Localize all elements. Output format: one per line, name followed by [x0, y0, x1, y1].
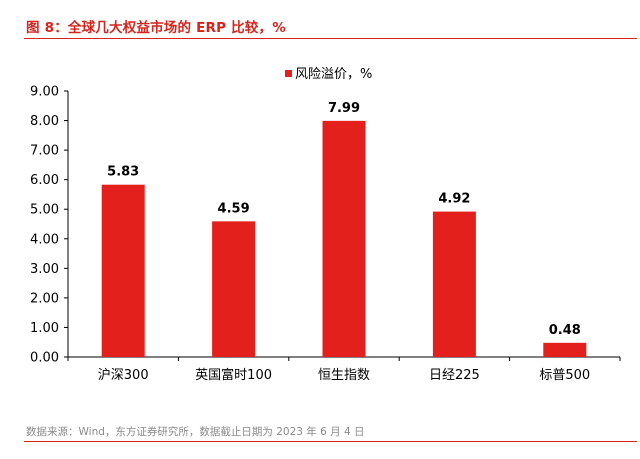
bar	[432, 211, 476, 357]
x-category-label: 沪深300	[98, 367, 149, 383]
y-tick-label: 7.00	[30, 144, 59, 159]
y-tick-label: 0.00	[30, 351, 59, 366]
bar-chart: 0.00 1.00 2.00 3.00 4.00 5.00 6.00 7.00 8.00 9.00…	[30, 67, 621, 383]
source-note: 数据来源：Wind，东方证券研究所，数据截止日期为 2023 年 6 月 4 日	[26, 426, 365, 438]
title-rule	[24, 38, 637, 39]
y-tick-label: 4.00	[30, 232, 59, 247]
y-tick-label: 9.00	[30, 85, 59, 100]
bar	[322, 120, 366, 358]
legend-swatch	[285, 70, 292, 77]
bar-value-label: 4.59	[218, 201, 250, 216]
y-tick-label: 5.00	[30, 203, 59, 218]
bar-value-label: 5.83	[107, 165, 139, 180]
y-tick-label: 8.00	[30, 114, 59, 129]
x-category-label: 日经225	[429, 368, 480, 383]
x-category-label: 标普500	[539, 368, 590, 383]
y-tick-label: 3.00	[30, 262, 59, 277]
footer-rule	[24, 441, 637, 442]
bar	[101, 184, 145, 357]
y-tick-label: 2.00	[30, 291, 59, 306]
y-tick-label: 6.00	[30, 173, 59, 188]
legend-label: 风险溢价，%	[295, 67, 372, 82]
x-category-label: 英国富时100	[195, 367, 272, 383]
bar	[212, 221, 256, 357]
x-category-label: 恒生指数	[318, 368, 370, 383]
y-tick-label: 1.00	[30, 321, 59, 336]
bar-value-label: 7.99	[328, 101, 360, 116]
bar	[543, 342, 587, 357]
bar-value-label: 4.92	[438, 192, 470, 207]
figure-title: 图 8：全球几大权益市场的 ERP 比较，%	[26, 20, 286, 36]
bar-value-label: 0.48	[549, 323, 581, 338]
